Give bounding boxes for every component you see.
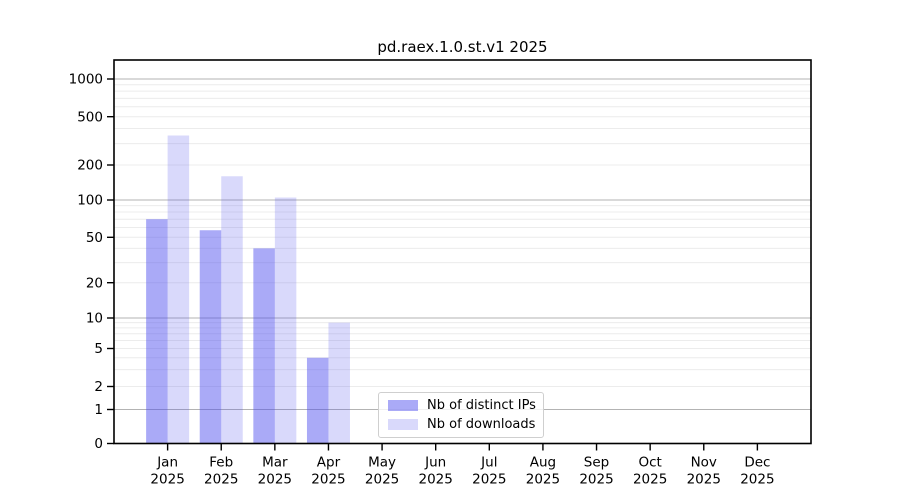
legend-label-downloads: Nb of downloads <box>427 417 536 432</box>
x-tick-label-year: 2025 <box>365 472 399 488</box>
legend-label-distinct-ips: Nb of distinct IPs <box>427 398 536 413</box>
x-tick-label-year: 2025 <box>150 472 184 488</box>
x-tick-label-year: 2025 <box>526 472 560 488</box>
x-tick-label-year: 2025 <box>687 472 721 488</box>
x-tick-label-month: Mar <box>262 455 288 471</box>
x-tick-label-year: 2025 <box>740 472 774 488</box>
x-tick-label-month: Jan <box>156 455 178 471</box>
y-tick-label: 500 <box>77 109 103 125</box>
x-tick-label-month: Feb <box>209 455 233 471</box>
y-tick-label: 5 <box>94 341 103 357</box>
y-tick-label: 0 <box>94 436 103 452</box>
x-tick-label-month: Jun <box>424 455 446 471</box>
bar-downloads-apr <box>328 322 350 444</box>
bar-distinct-ips-jan <box>146 219 168 444</box>
x-tick-label-year: 2025 <box>204 472 238 488</box>
legend-swatch-downloads-icon <box>388 419 418 430</box>
y-tick-label: 1 <box>94 402 103 418</box>
legend-item-downloads: Nb of downloads <box>388 417 536 432</box>
bar-downloads-mar <box>274 197 297 444</box>
x-tick-label-month: Oct <box>638 455 661 471</box>
plot-frame <box>113 59 812 445</box>
legend-item-distinct-ips: Nb of distinct IPs <box>388 398 536 413</box>
legend-swatch-distinct-ips-icon <box>388 400 418 411</box>
y-tick-label: 2 <box>94 379 103 395</box>
x-tick-label-year: 2025 <box>311 472 345 488</box>
x-tick-label-month: Aug <box>530 455 556 471</box>
bar-distinct-ips-apr <box>306 357 329 444</box>
bar-distinct-ips-mar <box>253 248 275 444</box>
x-tick-label-month: Nov <box>691 455 717 471</box>
x-tick-label-year: 2025 <box>579 472 613 488</box>
y-tick-label: 20 <box>86 275 103 291</box>
y-tick-label: 100 <box>77 193 103 209</box>
y-tick-label: 10 <box>86 311 103 327</box>
x-tick-label-month: May <box>368 455 396 471</box>
x-tick-label-year: 2025 <box>419 472 453 488</box>
x-tick-label-year: 2025 <box>258 472 292 488</box>
x-tick-label-month: Dec <box>744 455 770 471</box>
x-tick-label-year: 2025 <box>633 472 667 488</box>
x-tick-label-month: Jul <box>480 455 497 471</box>
y-tick-label: 200 <box>77 158 103 174</box>
y-tick-label: 1000 <box>69 72 103 88</box>
bar-downloads-jan <box>167 135 190 444</box>
x-tick-label-month: Apr <box>317 455 341 471</box>
bar-downloads-feb <box>221 176 243 444</box>
legend: Nb of distinct IPs Nb of downloads <box>378 392 544 438</box>
x-tick-label-month: Sep <box>584 455 609 471</box>
y-tick-label: 50 <box>86 230 103 246</box>
x-tick-label-year: 2025 <box>472 472 506 488</box>
bar-distinct-ips-feb <box>199 230 222 444</box>
chart-title: pd.raex.1.0.st.v1 2025 <box>377 38 548 56</box>
